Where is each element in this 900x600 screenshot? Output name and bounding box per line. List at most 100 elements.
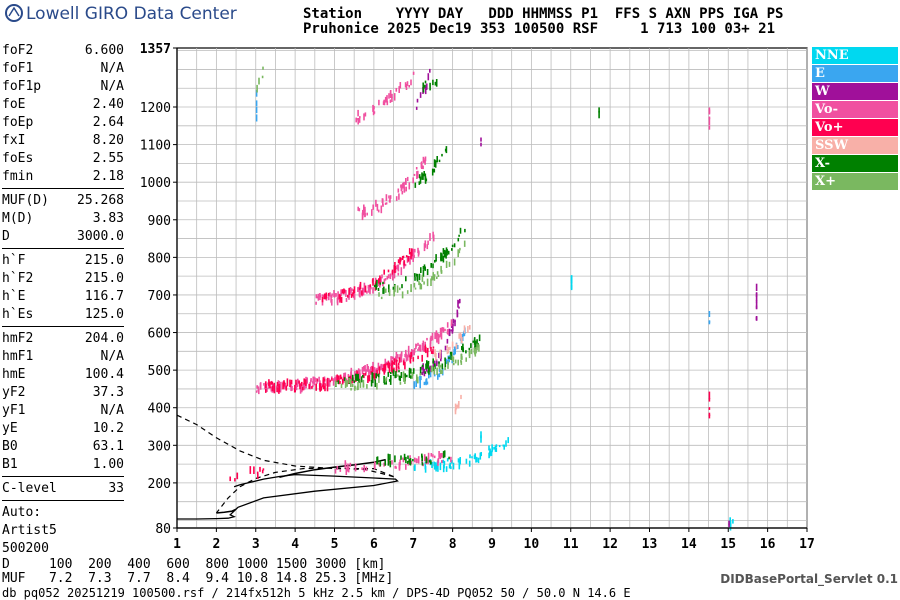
echo-point-vo bbox=[344, 462, 347, 468]
echo-point-vo bbox=[389, 99, 392, 103]
param-label: foF1 bbox=[2, 61, 34, 76]
echo-point-ssw bbox=[467, 326, 469, 333]
echo-point-x bbox=[398, 370, 400, 373]
echo-point-vo bbox=[386, 95, 388, 103]
echo-point-x bbox=[438, 363, 441, 370]
echo-point-vo bbox=[343, 288, 345, 294]
muf-row: MUF 7.2 7.3 7.7 8.4 9.4 10.8 14.8 25.3 [… bbox=[2, 571, 394, 586]
echo-point-nne bbox=[451, 460, 453, 464]
echo-point-vo bbox=[303, 378, 305, 385]
echo-point-vo bbox=[367, 375, 369, 383]
x-tick-label: 15 bbox=[720, 537, 736, 552]
muf-distance-table: D 100 200 400 600 800 1000 1500 3000 [km… bbox=[2, 558, 393, 586]
echo-point-vo bbox=[429, 233, 431, 241]
param-row: D 3000.0 bbox=[2, 228, 124, 246]
echo-point-x bbox=[414, 273, 416, 278]
echo-point-vo bbox=[375, 199, 377, 207]
echo-point-x bbox=[384, 288, 387, 293]
echo-point-nne bbox=[732, 519, 734, 524]
echo-point-vo bbox=[440, 331, 443, 340]
echo-point-nne bbox=[424, 461, 427, 470]
echo-point-x bbox=[434, 363, 436, 366]
param-value: 33 bbox=[108, 481, 124, 496]
echo-point-vo bbox=[364, 212, 366, 217]
echo-point-ssw bbox=[461, 337, 463, 343]
echo-point-vo bbox=[415, 167, 418, 170]
echo-point-vo bbox=[271, 385, 274, 392]
echo-point-vo bbox=[395, 88, 398, 92]
echo-point-vo bbox=[412, 71, 415, 75]
echo-point-vo bbox=[333, 378, 335, 381]
echo-point-e bbox=[428, 372, 430, 379]
echo-point-w bbox=[450, 329, 452, 332]
echo-point-nne bbox=[468, 460, 471, 467]
param-separator bbox=[2, 500, 124, 501]
echo-point-vo bbox=[309, 383, 312, 389]
echo-point-vo bbox=[363, 282, 366, 290]
echo-point-vo bbox=[344, 372, 347, 379]
param-row: fmin 2.18 bbox=[2, 168, 124, 186]
echo-point-vo bbox=[386, 276, 389, 280]
param-label: foEs bbox=[2, 151, 34, 166]
echo-point-vo bbox=[372, 278, 374, 286]
echo-point-e bbox=[438, 366, 441, 373]
echo-point-vo bbox=[385, 194, 388, 201]
o-trace-solid bbox=[177, 473, 399, 520]
echo-point-x bbox=[436, 156, 438, 163]
echo-point-vo bbox=[405, 255, 408, 258]
param-value: 2.40 bbox=[92, 97, 124, 112]
echo-point-x bbox=[423, 171, 425, 177]
param-separator bbox=[2, 326, 124, 327]
echo-point-vo bbox=[423, 243, 426, 252]
param-row: yF2 37.3 bbox=[2, 384, 124, 402]
echo-point-x bbox=[454, 359, 457, 364]
echo-point-vo bbox=[294, 384, 296, 393]
echo-point-x bbox=[414, 182, 417, 188]
echo-point-vo bbox=[394, 265, 397, 271]
echo-point-vo bbox=[364, 365, 366, 372]
echo-point-vo bbox=[423, 348, 425, 351]
echo-point-x bbox=[468, 350, 471, 357]
echo-point-x bbox=[476, 343, 478, 351]
echo-point-vo bbox=[407, 345, 410, 353]
echo-point-vo bbox=[305, 379, 307, 386]
echo-point-x bbox=[436, 276, 438, 279]
echo-point-vo bbox=[402, 360, 405, 366]
echo-point-x bbox=[450, 354, 452, 360]
echo-point-x bbox=[463, 240, 466, 247]
echo-point-vo bbox=[363, 210, 365, 214]
echo-point-vo bbox=[276, 385, 278, 388]
legend-entry-vo: Vo+ bbox=[812, 119, 898, 136]
echo-point-vo bbox=[411, 350, 414, 355]
echo-point-vo bbox=[283, 381, 286, 385]
echo-point-vo bbox=[387, 269, 390, 273]
x-tick-label: 7 bbox=[409, 537, 417, 552]
echo-point-x bbox=[435, 254, 437, 262]
echo-point-w bbox=[480, 137, 482, 142]
echo-point-nne bbox=[480, 435, 482, 439]
echo-point-ssw bbox=[439, 352, 441, 359]
echo-point-vo bbox=[406, 354, 409, 361]
param-label: foEp bbox=[2, 115, 34, 130]
echo-point-vo bbox=[301, 386, 304, 391]
echo-point-vo bbox=[276, 387, 278, 393]
echo-point-vo bbox=[439, 327, 442, 336]
echo-point-nne bbox=[459, 457, 461, 465]
echo-point-vo bbox=[393, 265, 396, 273]
echo-point-vo bbox=[439, 335, 441, 338]
echo-point-vo bbox=[427, 458, 429, 465]
echo-point-vo bbox=[385, 361, 388, 365]
echo-point-vo bbox=[334, 378, 336, 382]
echo-point-vo bbox=[319, 386, 321, 390]
echo-point-vo bbox=[395, 359, 398, 367]
echo-point-x bbox=[375, 283, 377, 287]
echo-point-x bbox=[422, 84, 425, 93]
echo-point-e bbox=[453, 353, 455, 356]
echo-point-vo bbox=[435, 331, 438, 337]
echo-point-x bbox=[362, 374, 364, 378]
echo-point-x bbox=[392, 286, 395, 290]
echo-point-nne bbox=[477, 457, 480, 464]
echo-point-vo bbox=[430, 350, 433, 354]
echo-point-x bbox=[476, 339, 478, 347]
echo-point-vo bbox=[259, 382, 262, 390]
